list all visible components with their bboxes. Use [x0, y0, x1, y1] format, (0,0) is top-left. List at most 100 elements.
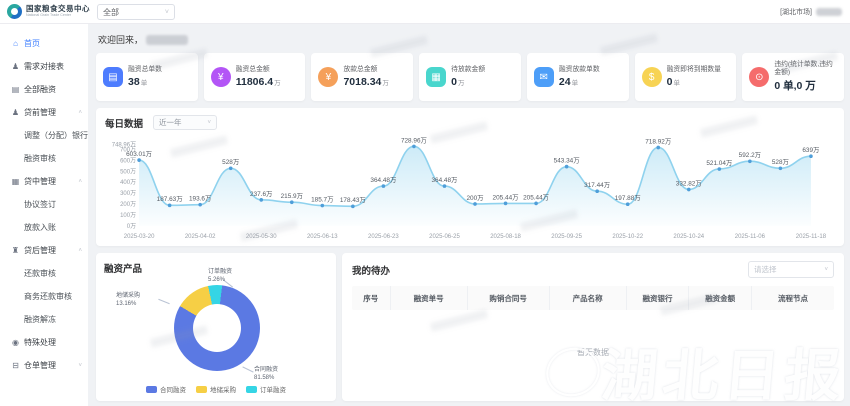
- sidebar-item-调整（分配）银行[interactable]: 调整（分配）银行: [0, 124, 88, 147]
- chevron-up-icon: ˄: [78, 247, 82, 254]
- svg-text:2025-09-25: 2025-09-25: [551, 234, 582, 240]
- sidebar-item-特殊处理[interactable]: ◉ 特殊处理: [0, 331, 88, 354]
- svg-text:200万: 200万: [466, 194, 484, 202]
- svg-text:178.43万: 178.43万: [340, 196, 367, 204]
- svg-text:332.82万: 332.82万: [676, 179, 703, 187]
- legend-item-地储采购[interactable]: 地储采购: [196, 384, 236, 394]
- daily-data-title: 每日数据: [105, 118, 144, 130]
- stat-card-融资总单数: ▤ 融资总单数 38单: [96, 53, 198, 101]
- sidebar-item-放款入账[interactable]: 放款入账: [0, 216, 88, 239]
- sidebar-item-融资解冻[interactable]: 融资解冻: [0, 308, 88, 331]
- svg-text:2025-10-24: 2025-10-24: [673, 234, 704, 240]
- svg-text:205.44万: 205.44万: [523, 193, 550, 201]
- todo-col-产品名称: 产品名称: [550, 286, 627, 310]
- legend-item-订单融资[interactable]: 订单融资: [246, 384, 286, 394]
- bank-icon: ♜: [11, 246, 20, 255]
- org-logo-icon: [7, 4, 22, 19]
- sidebar-item-融资审核[interactable]: 融资审核: [0, 147, 88, 170]
- legend-label: 合同融资: [160, 387, 186, 394]
- sidebar-item-首页[interactable]: ⌂ 首页: [0, 32, 88, 55]
- svg-text:2025-06-13: 2025-06-13: [307, 234, 338, 240]
- sidebar-item-label: 首页: [24, 39, 40, 48]
- sidebar-item-协议签订[interactable]: 协议签订: [0, 193, 88, 216]
- svg-text:2025-05-30: 2025-05-30: [246, 234, 277, 240]
- sidebar-item-全部融资[interactable]: ▤ 全部融资: [0, 78, 88, 101]
- user-name-redacted[interactable]: [816, 7, 842, 16]
- sidebar-item-label: 仓单管理: [24, 361, 56, 370]
- sidebar-item-仓单管理[interactable]: ⊟ 仓单管理 ˅: [0, 354, 88, 377]
- svg-text:317.44万: 317.44万: [584, 181, 611, 189]
- sidebar-item-label: 调整（分配）银行: [24, 131, 88, 140]
- legend-item-合同融资[interactable]: 合同融资: [146, 384, 186, 394]
- svg-text:718.92万: 718.92万: [645, 137, 672, 145]
- svg-text:197.88万: 197.88万: [615, 194, 642, 202]
- stat-unit: 万: [382, 79, 389, 87]
- sidebar-item-label: 贷后管理: [24, 246, 56, 255]
- svg-text:0万: 0万: [127, 223, 136, 230]
- svg-text:521.04万: 521.04万: [706, 159, 733, 167]
- market-filter-value: 全部: [103, 7, 119, 17]
- legend-swatch: [196, 385, 207, 393]
- stat-label: 融资放款单数: [558, 66, 600, 74]
- svg-text:400万: 400万: [120, 179, 136, 186]
- svg-text:528万: 528万: [222, 158, 240, 166]
- sidebar-item-label: 商务还款审核: [24, 292, 72, 301]
- todo-col-融资单号: 融资单号: [391, 286, 468, 310]
- svg-text:364.48万: 364.48万: [431, 176, 458, 184]
- home-icon: ⌂: [13, 39, 18, 48]
- svg-text:592.2万: 592.2万: [739, 151, 762, 159]
- todo-panel: 我的待办 请选择 ˅ 序号 融资单号 购销合同号 产品名称 融资银行 融资金额 流程节点 暂…: [342, 253, 844, 401]
- sidebar-item-还款审核[interactable]: 还款审核: [0, 262, 88, 285]
- slice-label-contract: 合同融资 81.58%: [254, 367, 279, 381]
- welcome-line: 欢迎回来，: [98, 33, 844, 46]
- svg-text:2025-08-18: 2025-08-18: [490, 234, 521, 240]
- sidebar-item-商务还款审核[interactable]: 商务还款审核: [0, 285, 88, 308]
- svg-text:639万: 639万: [802, 146, 820, 154]
- main-content: 欢迎回来， ▤ 融资总单数 38单 ¥ 融资总金额 11806.4万 ¥ 放款总金额 7018.…: [88, 24, 850, 406]
- market-filter-select[interactable]: 全部 ˅: [97, 4, 175, 20]
- sidebar-item-label: 全部融资: [24, 85, 56, 94]
- svg-text:700万: 700万: [120, 147, 136, 154]
- svg-text:600万: 600万: [120, 157, 136, 164]
- folder-icon: ⊟: [12, 361, 19, 370]
- stat-card-融资总金额: ¥ 融资总金额 11806.4万: [203, 53, 306, 101]
- todo-filter-select[interactable]: 请选择 ˅: [748, 261, 834, 278]
- svg-text:748.96万: 748.96万: [112, 141, 136, 148]
- sidebar-item-贷前管理[interactable]: ♟ 贷前管理 ˄: [0, 101, 88, 124]
- clock-icon: ⊙: [749, 67, 770, 87]
- doc-icon: ▤: [11, 85, 20, 94]
- legend-swatch: [146, 385, 157, 393]
- stat-unit: 单: [673, 79, 680, 87]
- stat-unit: 万: [458, 79, 465, 87]
- file-icon: ▤: [103, 67, 123, 87]
- sidebar-item-贷中管理[interactable]: ▦ 贷中管理 ˄: [0, 170, 88, 193]
- sidebar-item-需求对接表[interactable]: ♟ 需求对接表: [0, 55, 88, 78]
- stat-value: 0单: [666, 75, 680, 88]
- chevron-down-icon: ˅: [78, 362, 82, 369]
- date-range-select[interactable]: 近一年 ˅: [153, 115, 218, 130]
- donut-legend: 合同融资 地储采购 订单融资: [104, 380, 328, 395]
- svg-text:215.9万: 215.9万: [281, 192, 304, 200]
- svg-text:603.01万: 603.01万: [126, 150, 153, 158]
- stat-value: 0万: [451, 75, 465, 88]
- todo-col-购销合同号: 购销合同号: [468, 286, 550, 310]
- sidebar-item-贷后管理[interactable]: ♜ 贷后管理 ˄: [0, 239, 88, 262]
- sidebar-item-label: 需求对接表: [24, 62, 64, 71]
- donut-hole: [193, 304, 241, 352]
- date-range-value: 近一年: [159, 118, 182, 127]
- grid-icon: ▦: [11, 177, 20, 186]
- svg-text:200万: 200万: [120, 201, 136, 208]
- stat-label: 融资总金额: [235, 66, 270, 74]
- user-icon: ♟: [11, 62, 20, 71]
- sidebar-item-label: 还款审核: [24, 269, 56, 278]
- sidebar-item-label: 特殊处理: [24, 338, 56, 347]
- chevron-up-icon: ˄: [78, 109, 82, 116]
- stat-card-待放款金额: ▦ 待放款金额 0万: [419, 53, 521, 101]
- sidebar-item-label: 融资解冻: [24, 315, 56, 324]
- svg-text:2025-06-25: 2025-06-25: [429, 234, 460, 240]
- stat-label: 放款总金额: [343, 66, 378, 74]
- svg-text:528万: 528万: [772, 158, 790, 166]
- svg-text:2025-03-20: 2025-03-20: [124, 234, 155, 240]
- send-icon: ✉: [533, 67, 554, 87]
